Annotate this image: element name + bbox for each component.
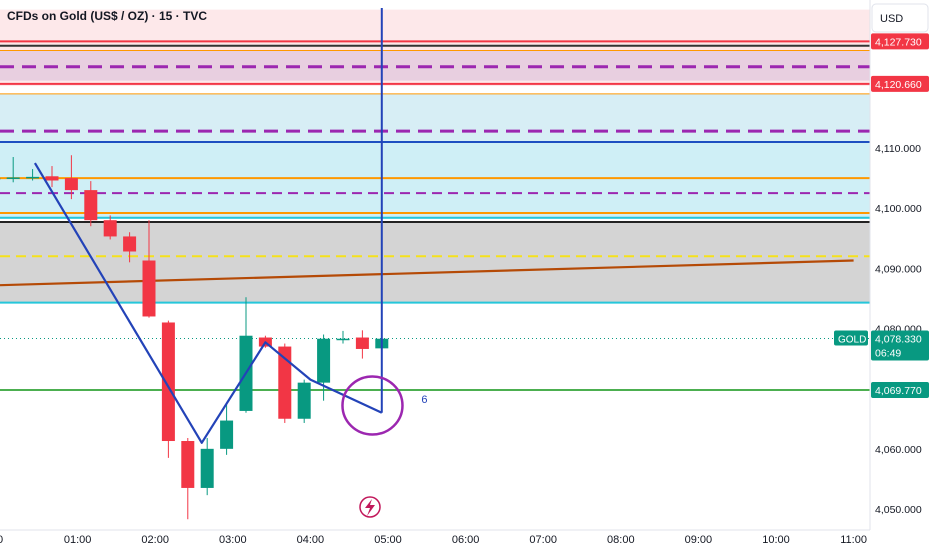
trend-line-group <box>0 259 854 287</box>
last-price-label-bg <box>871 330 929 361</box>
candle-body <box>161 322 175 442</box>
candle-body <box>142 260 156 317</box>
candle-body <box>123 236 137 252</box>
y-tick-label: 4,060.000 <box>875 444 922 456</box>
last-price-value: 4,078.330 <box>875 334 922 346</box>
y-tick-label: 4,100.000 <box>875 203 922 215</box>
currency-label: USD <box>880 13 903 25</box>
candle-body <box>355 337 369 349</box>
last-price-label-group: GOLD 4,078.330 06:49 <box>834 330 929 361</box>
candle-body <box>26 176 40 179</box>
zone-band <box>0 222 870 304</box>
lightning-icon[interactable] <box>359 496 381 518</box>
level-price-label: 4,069.770 <box>875 385 922 397</box>
symbol-tag-bg <box>834 330 868 346</box>
candle-body <box>45 176 59 181</box>
level-price-label-bg <box>871 382 929 399</box>
x-tick-label: 01:00 <box>64 534 92 546</box>
drawings: 6 <box>33 8 427 444</box>
x-tick-label: 02:00 <box>141 534 169 546</box>
candle-body <box>220 420 234 449</box>
candle-body <box>278 346 292 419</box>
candlesticks <box>0 155 389 520</box>
x-tick-label: 05:00 <box>374 534 402 546</box>
candle-body <box>64 178 78 191</box>
candle-body <box>6 177 20 179</box>
candle-body <box>103 220 117 237</box>
currency-button[interactable] <box>871 3 929 33</box>
candle-body <box>317 338 331 383</box>
y-tick-label: 4,090.000 <box>875 263 922 275</box>
candle-body <box>200 448 214 488</box>
x-tick-label: 11:00 <box>840 534 867 546</box>
zone-band <box>0 93 870 142</box>
y-tick-label: 4,050.000 <box>875 504 922 516</box>
level-price-label: 4,127.730 <box>875 36 922 48</box>
x-tick-label: 04:00 <box>297 534 325 546</box>
symbol-tag: GOLD <box>838 335 866 346</box>
x-tick-label: 03:00 <box>219 534 247 546</box>
x-tick-label: 09:00 <box>685 534 713 546</box>
level-price-label-bg <box>871 33 929 50</box>
annotation-label: 6 <box>421 394 427 406</box>
zone-band <box>0 141 870 219</box>
candle-body <box>84 190 98 221</box>
x-tick-label: 06:00 <box>452 534 480 546</box>
x-axis-ticks: 0 01:00 02:00 03:00 04:00 05:00 06:00 07:00 08:0… <box>0 534 867 546</box>
chart-title: CFDs on Gold (US$ / OZ) · 15 · TVC <box>7 9 207 23</box>
x-tick-label: 10:00 <box>762 534 790 546</box>
level-price-label: 4,120.660 <box>875 79 922 91</box>
candle-body <box>336 338 350 341</box>
level-price-label-bg <box>871 75 929 92</box>
candle-body <box>181 441 195 488</box>
zigzag-line <box>33 162 383 444</box>
candle-body <box>297 382 311 419</box>
price-zones <box>0 9 870 304</box>
x-tick-label: 0 <box>0 534 3 546</box>
countdown-timer: 06:49 <box>875 348 901 360</box>
trend-line <box>0 259 854 287</box>
level-price-labels: 4,127.730 4,120.660 4,069.770 <box>871 33 929 399</box>
x-tick-label: 08:00 <box>607 534 635 546</box>
circle-marker <box>341 375 404 436</box>
y-tick-label: 4,110.000 <box>875 143 921 155</box>
x-tick-label: 07:00 <box>529 534 557 546</box>
